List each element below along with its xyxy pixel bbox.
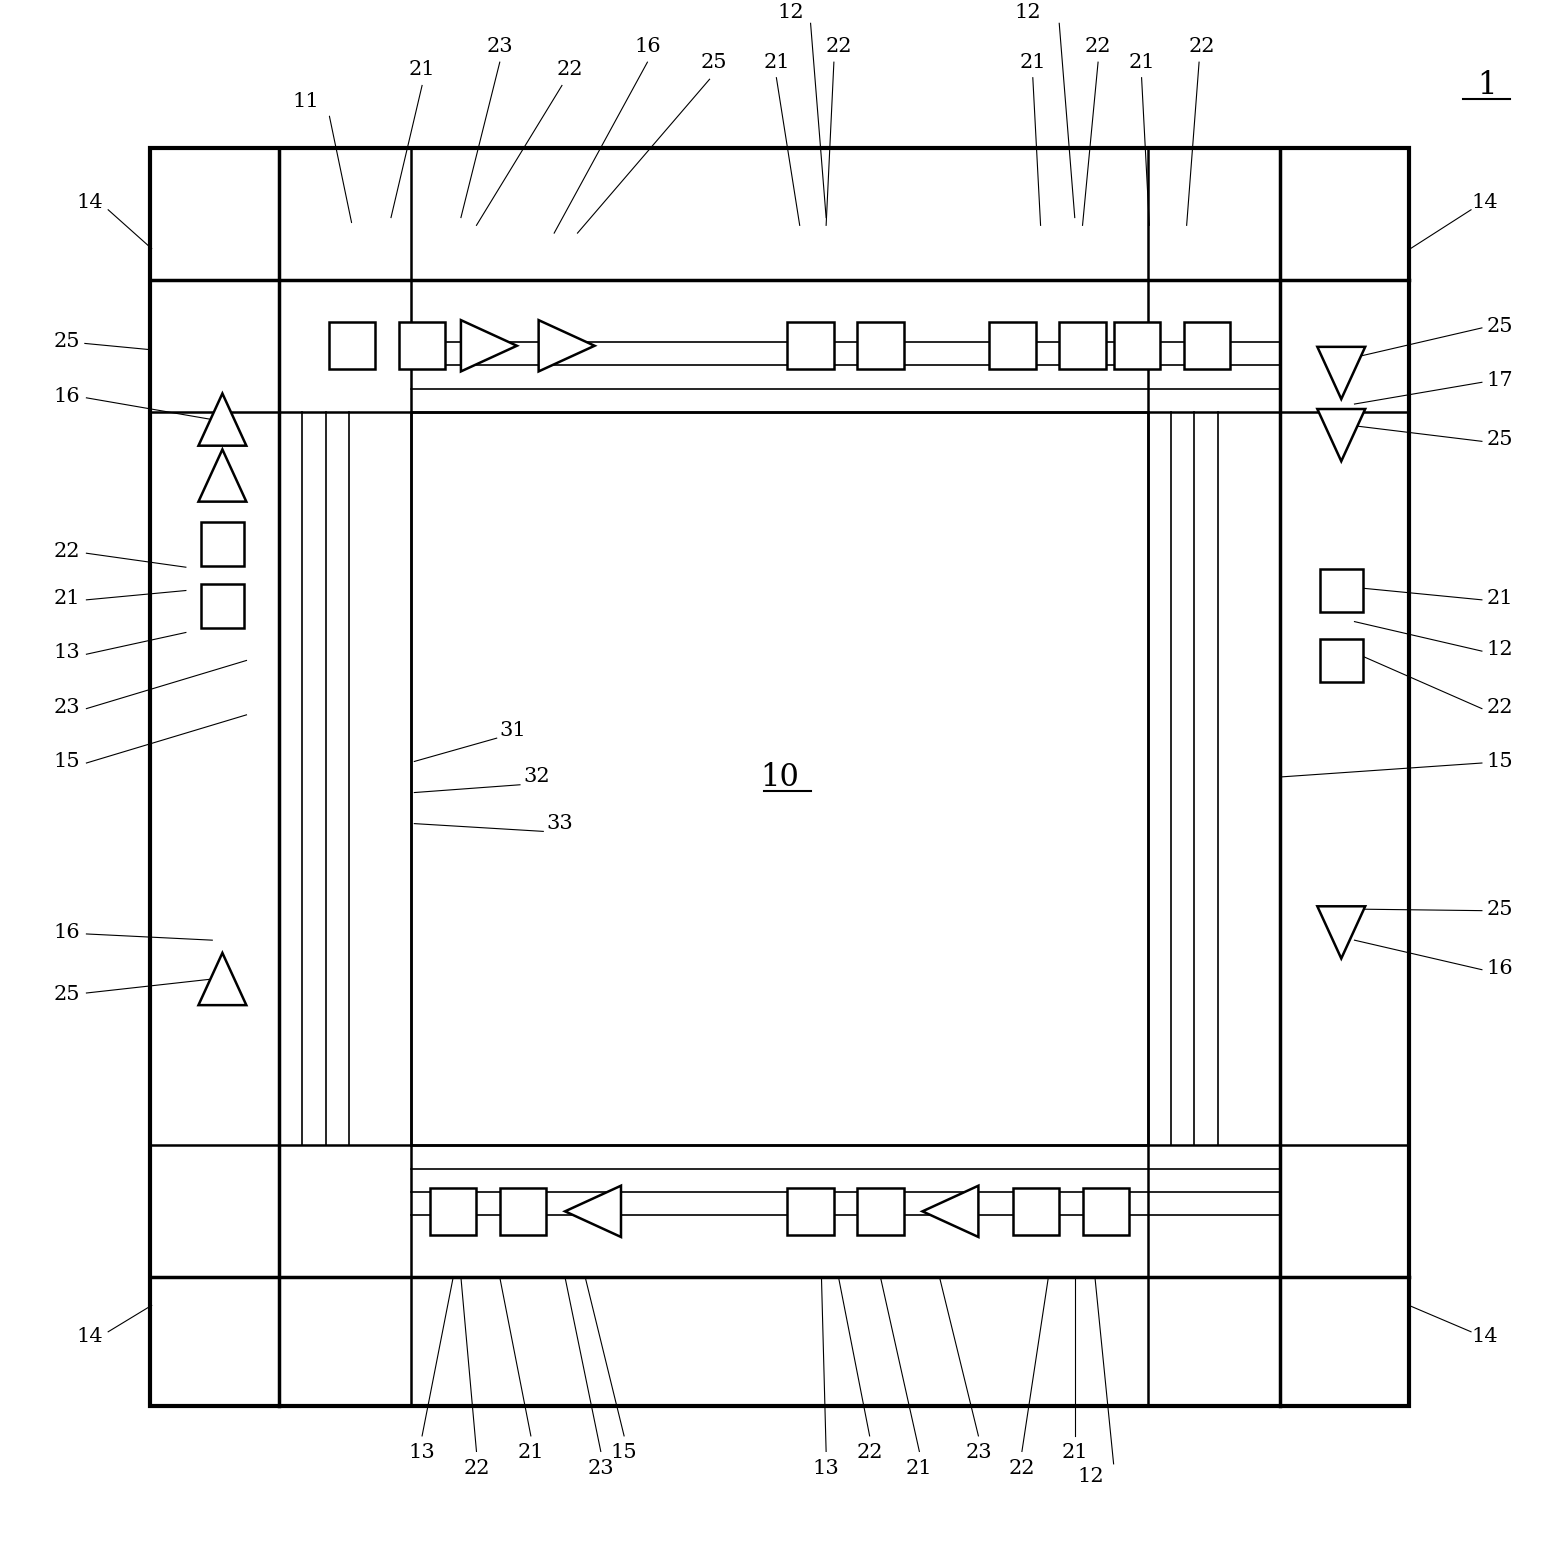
Text: 12: 12 xyxy=(776,3,804,22)
Text: 16: 16 xyxy=(1487,959,1514,977)
Text: 22: 22 xyxy=(53,542,80,561)
Text: 21: 21 xyxy=(408,61,435,79)
Polygon shape xyxy=(923,1186,979,1237)
Text: 22: 22 xyxy=(1487,698,1514,716)
Text: 25: 25 xyxy=(53,985,80,1004)
Bar xyxy=(1013,1187,1059,1234)
Text: 10: 10 xyxy=(761,761,798,793)
Text: 25: 25 xyxy=(53,333,80,351)
Text: 21: 21 xyxy=(906,1459,932,1478)
Text: 14: 14 xyxy=(76,1327,103,1346)
Polygon shape xyxy=(198,393,246,446)
Text: 17: 17 xyxy=(1487,371,1514,390)
Text: 12: 12 xyxy=(1015,3,1041,22)
Bar xyxy=(787,323,834,370)
Text: 21: 21 xyxy=(1129,53,1155,71)
Text: 22: 22 xyxy=(825,37,851,56)
Bar xyxy=(787,1187,834,1234)
Bar xyxy=(990,323,1035,370)
Bar xyxy=(430,1187,477,1234)
Text: 21: 21 xyxy=(1487,589,1514,608)
Text: 15: 15 xyxy=(1487,752,1514,771)
Text: 15: 15 xyxy=(53,752,80,771)
Text: 25: 25 xyxy=(1487,317,1514,336)
Text: 22: 22 xyxy=(1009,1459,1035,1478)
Text: 33: 33 xyxy=(546,814,574,833)
Text: 31: 31 xyxy=(500,721,527,740)
Text: 16: 16 xyxy=(53,387,80,406)
Text: 15: 15 xyxy=(611,1444,638,1462)
Text: 14: 14 xyxy=(76,193,103,211)
Text: 22: 22 xyxy=(1190,37,1216,56)
Polygon shape xyxy=(564,1186,620,1237)
Text: 21: 21 xyxy=(53,589,80,608)
Bar xyxy=(201,522,245,566)
Text: 12: 12 xyxy=(1487,640,1514,659)
Text: 21: 21 xyxy=(518,1444,544,1462)
Text: 13: 13 xyxy=(408,1444,435,1462)
Text: 13: 13 xyxy=(53,643,80,662)
Text: 16: 16 xyxy=(635,37,661,56)
Polygon shape xyxy=(198,953,246,1005)
Text: 22: 22 xyxy=(856,1444,882,1462)
Bar xyxy=(150,148,1409,1406)
Text: 23: 23 xyxy=(486,37,513,56)
Text: 13: 13 xyxy=(812,1459,839,1478)
Text: 25: 25 xyxy=(1487,430,1514,449)
Polygon shape xyxy=(1317,906,1366,959)
Text: 21: 21 xyxy=(1062,1444,1088,1462)
Bar xyxy=(1319,569,1363,612)
Text: 22: 22 xyxy=(557,61,583,79)
Bar xyxy=(1319,639,1363,682)
Bar xyxy=(329,323,376,370)
Text: 23: 23 xyxy=(588,1459,614,1478)
Polygon shape xyxy=(198,449,246,502)
Text: 14: 14 xyxy=(1472,1327,1498,1346)
Text: 23: 23 xyxy=(53,698,80,716)
Text: 22: 22 xyxy=(1085,37,1112,56)
Text: 25: 25 xyxy=(702,53,728,71)
Text: 1: 1 xyxy=(1476,70,1497,101)
Text: 23: 23 xyxy=(965,1444,992,1462)
Polygon shape xyxy=(1317,409,1366,462)
Bar xyxy=(1183,323,1230,370)
Text: 22: 22 xyxy=(463,1459,490,1478)
Bar xyxy=(857,323,904,370)
Polygon shape xyxy=(461,320,518,371)
Text: 16: 16 xyxy=(53,923,80,942)
Bar xyxy=(201,584,245,628)
Text: 14: 14 xyxy=(1472,193,1498,211)
Text: 25: 25 xyxy=(1487,900,1514,918)
Bar xyxy=(399,323,446,370)
Bar xyxy=(857,1187,904,1234)
Bar xyxy=(500,1187,546,1234)
Text: 32: 32 xyxy=(524,768,550,786)
Text: 21: 21 xyxy=(1020,53,1046,71)
Text: 21: 21 xyxy=(762,53,790,71)
Polygon shape xyxy=(538,320,594,371)
Text: 11: 11 xyxy=(292,92,320,110)
Bar xyxy=(412,412,1147,1145)
Bar xyxy=(1059,323,1105,370)
Bar xyxy=(1113,323,1160,370)
Polygon shape xyxy=(1317,347,1366,399)
Text: 12: 12 xyxy=(1077,1467,1104,1486)
Bar xyxy=(1082,1187,1129,1234)
